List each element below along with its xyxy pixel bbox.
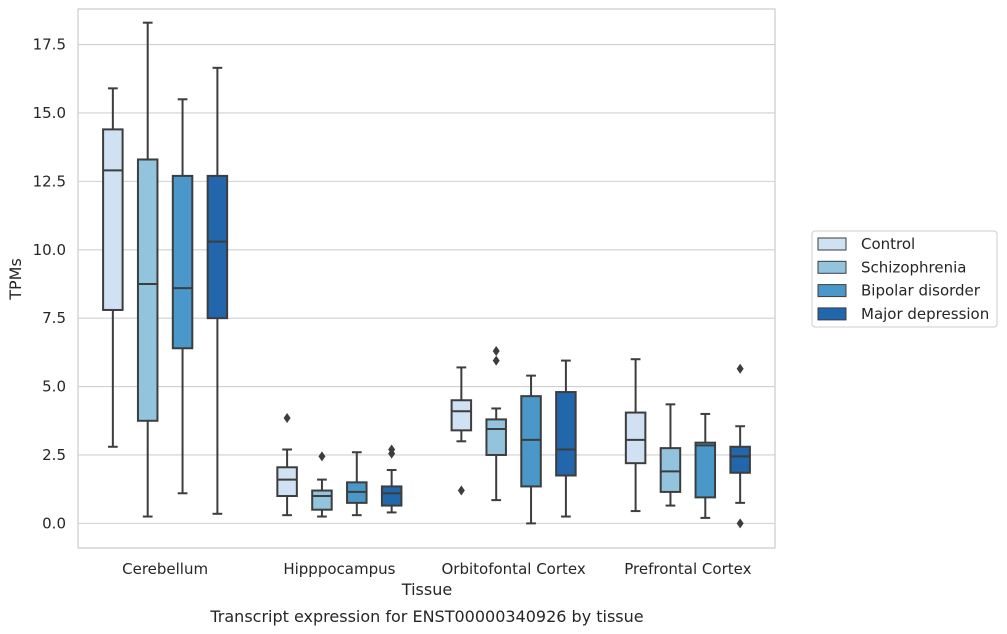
y-tick-label: 17.5 xyxy=(33,36,66,54)
y-axis-label: TPMs xyxy=(6,258,25,301)
outlier-point xyxy=(388,444,396,455)
box-3-2 xyxy=(694,412,717,519)
outlier-point xyxy=(492,355,500,366)
box-3-1 xyxy=(659,403,682,507)
box-2-2 xyxy=(520,374,542,525)
box-0-3 xyxy=(206,66,229,515)
x-tick-label: Prefrontal Cortex xyxy=(624,560,751,578)
box-0-0 xyxy=(102,87,124,448)
y-tick-label: 5.0 xyxy=(42,378,66,396)
box-iqr xyxy=(276,466,298,498)
legend-swatch xyxy=(817,307,847,321)
y-tick-label: 0.0 xyxy=(42,514,66,532)
legend-swatch xyxy=(817,237,847,251)
legend-swatch xyxy=(817,284,847,298)
box-iqr xyxy=(380,485,403,507)
box-iqr xyxy=(520,395,542,488)
box-iqr xyxy=(206,174,229,320)
box-0-2 xyxy=(171,98,194,495)
outlier-point xyxy=(283,413,291,424)
outlier-point xyxy=(736,363,744,374)
box-0-1 xyxy=(136,21,159,518)
y-tick-label: 10.0 xyxy=(33,241,66,259)
x-axis-ticks: Cerebellum Hipppocampus Orbitofontal Corte… xyxy=(122,560,751,578)
box-iqr xyxy=(485,418,507,456)
legend-label: Schizophrenia xyxy=(861,258,966,276)
x-tick-label: Hipppocampus xyxy=(283,560,395,578)
box-iqr xyxy=(659,447,682,493)
y-tick-label: 2.5 xyxy=(42,446,66,464)
box-3-3 xyxy=(729,363,751,529)
box-2-1 xyxy=(485,346,507,502)
outlier-point xyxy=(457,485,465,496)
grid xyxy=(78,44,775,524)
legend-swatch xyxy=(817,260,847,274)
box-1-2 xyxy=(346,451,368,517)
box-iqr xyxy=(311,489,333,511)
y-axis-ticks: 0.0 2.5 5.0 7.5 10.0 12.5 15.0 17.5 xyxy=(33,36,66,533)
y-tick-label: 7.5 xyxy=(42,309,66,327)
box-iqr xyxy=(555,391,577,477)
outlier-point xyxy=(736,518,744,529)
legend-label: Control xyxy=(861,235,915,253)
box-iqr xyxy=(694,441,717,499)
box-iqr xyxy=(624,411,647,465)
box-iqr xyxy=(729,445,751,474)
boxes xyxy=(102,21,751,529)
box-1-0 xyxy=(276,413,298,517)
box-iqr xyxy=(171,174,194,350)
box-3-0 xyxy=(624,358,647,513)
box-1-3 xyxy=(380,444,403,514)
y-tick-label: 15.0 xyxy=(33,104,66,122)
box-2-3 xyxy=(555,359,577,518)
chart-caption: Transcript expression for ENST0000034092… xyxy=(209,607,643,626)
outlier-point xyxy=(492,346,500,357)
box-2-0 xyxy=(450,366,473,496)
box-iqr xyxy=(450,399,473,432)
x-tick-label: Cerebellum xyxy=(122,560,208,578)
legend-label: Bipolar disorder xyxy=(861,282,981,300)
legend-label: Major depression xyxy=(861,305,989,323)
y-tick-label: 12.5 xyxy=(33,172,66,190)
legend: Control Schizophrenia Bipolar disorder Majo… xyxy=(811,230,998,328)
x-tick-label: Orbitofontal Cortex xyxy=(442,560,586,578)
box-1-1 xyxy=(311,451,333,518)
box-iqr xyxy=(102,128,124,311)
legend-frame xyxy=(811,230,998,328)
box-iqr xyxy=(136,158,159,422)
x-axis-label: Tissue xyxy=(401,580,452,599)
plot-frame xyxy=(77,8,776,549)
outlier-point xyxy=(318,451,326,462)
